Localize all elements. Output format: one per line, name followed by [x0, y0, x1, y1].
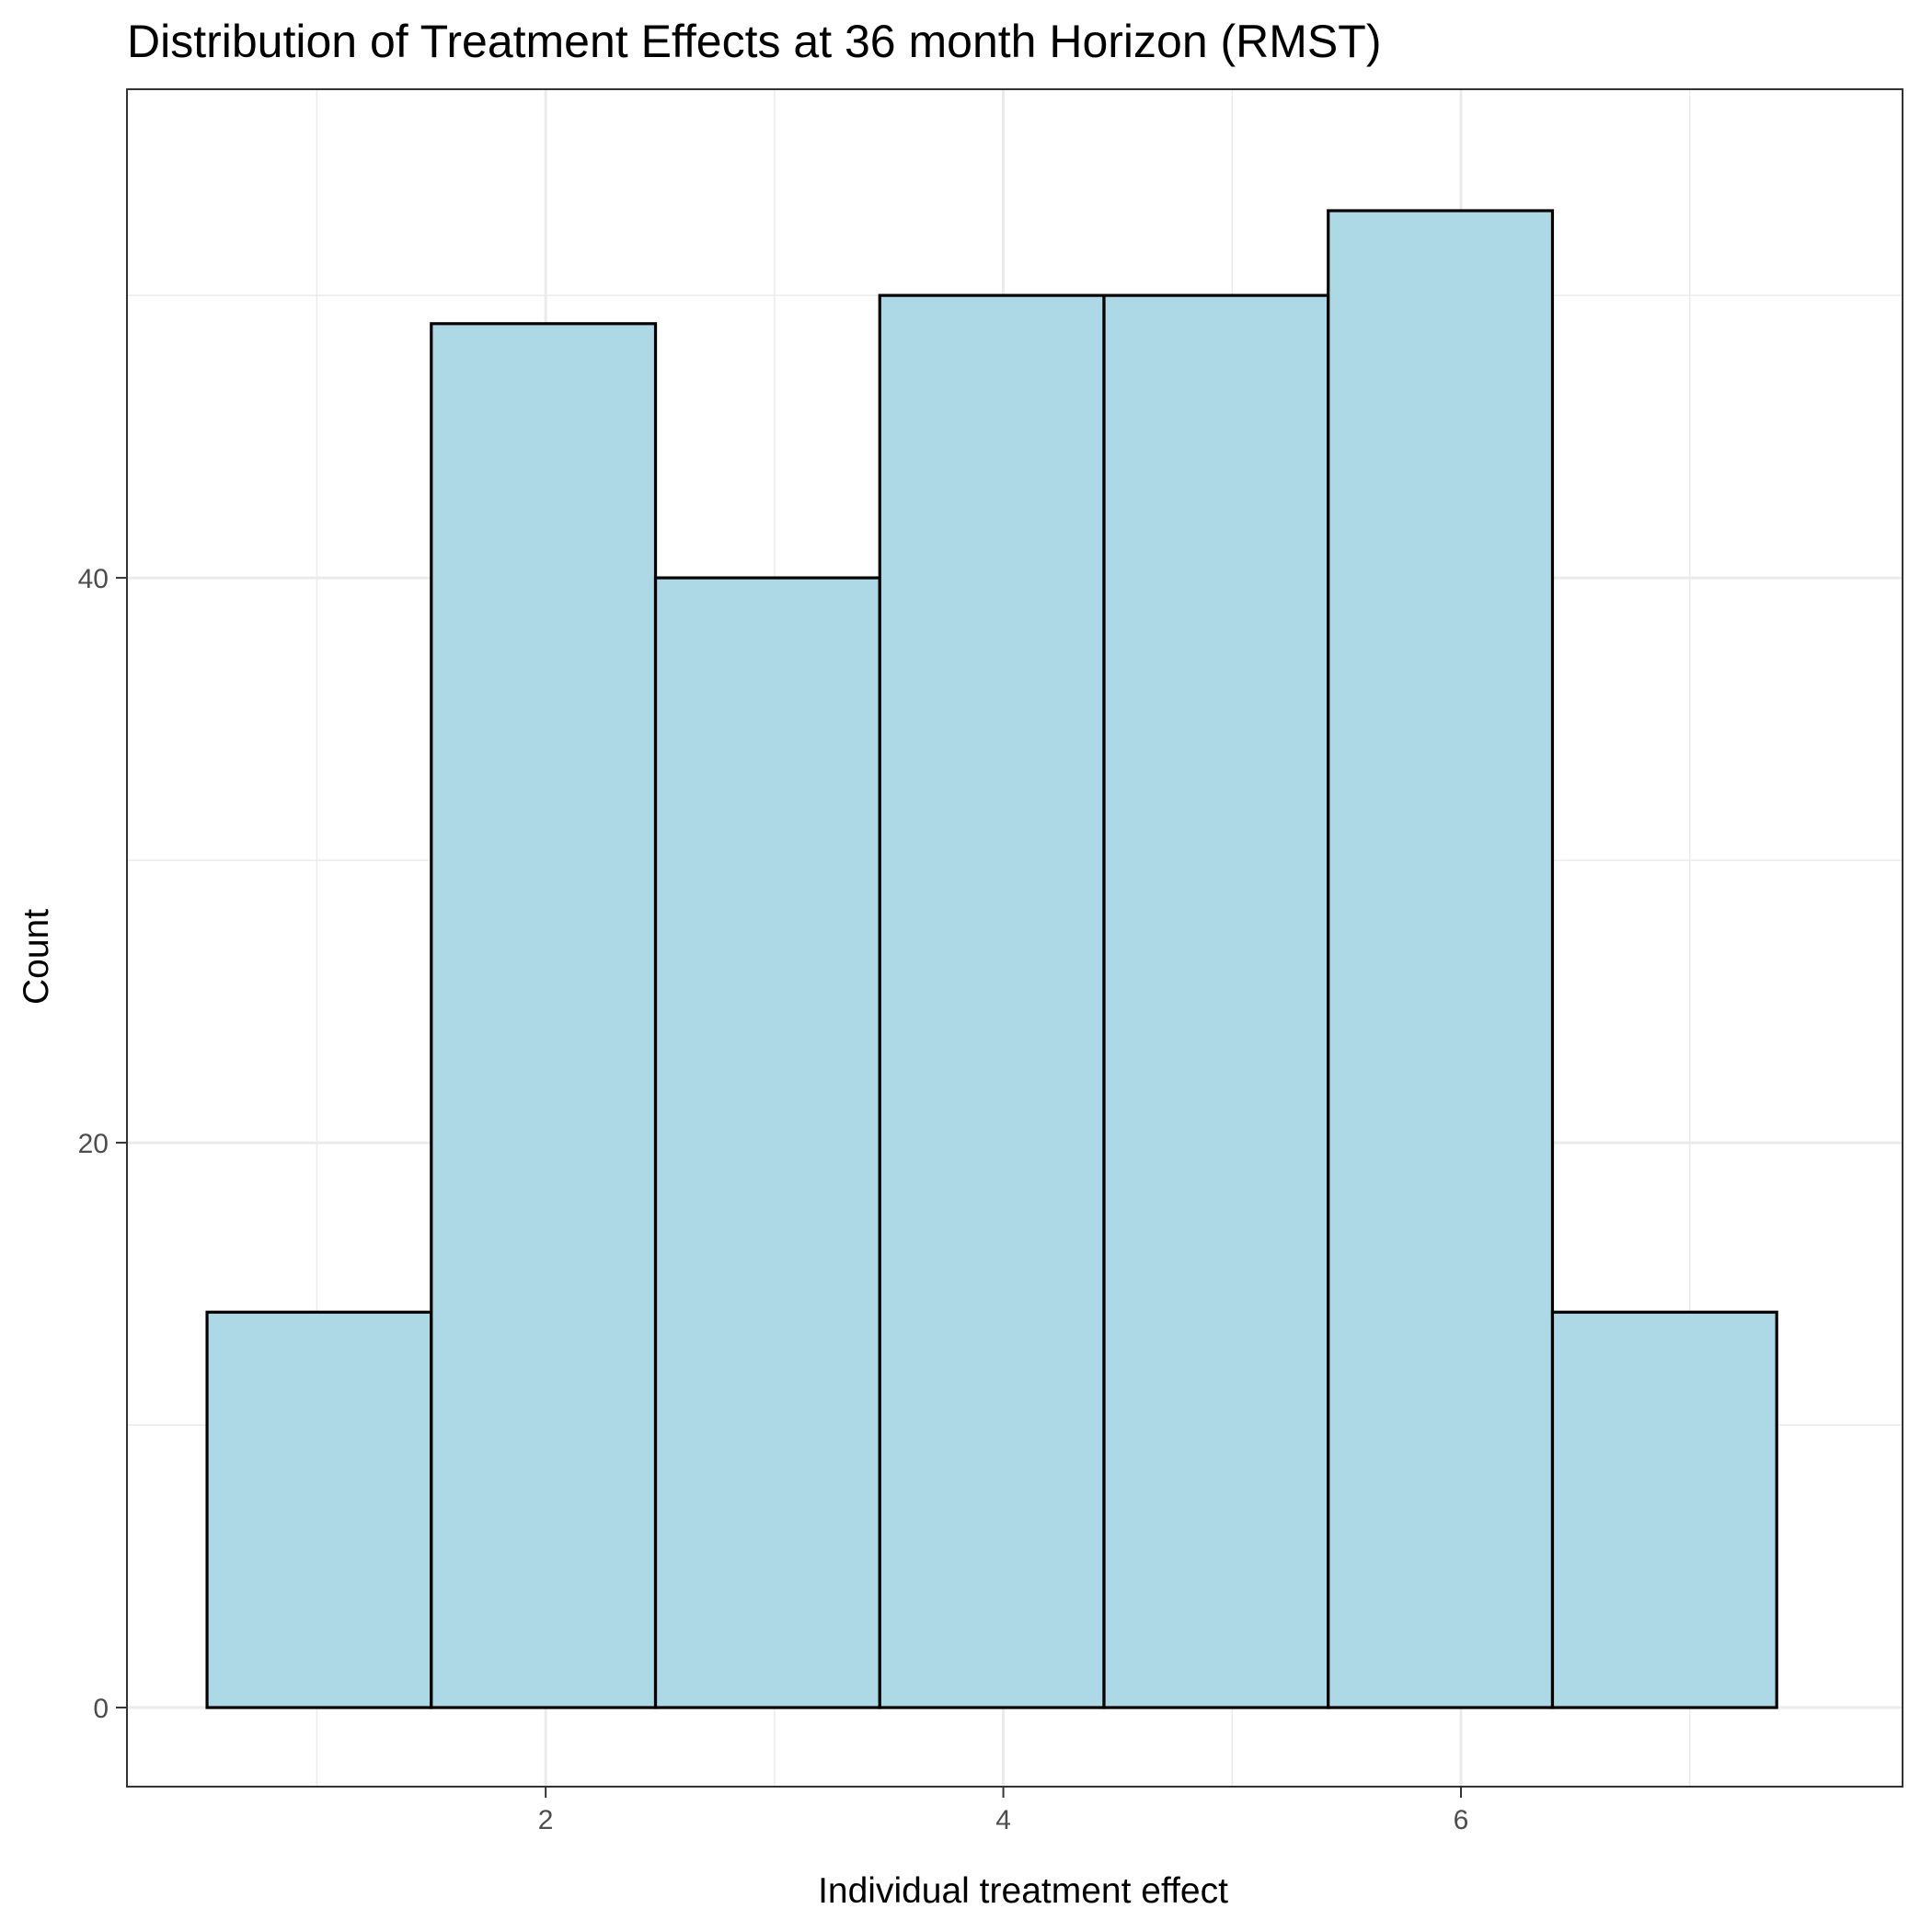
histogram-bar [1327, 209, 1555, 1709]
x-axis: 2 4 6 [538, 1787, 1469, 1835]
histogram-bar [205, 1310, 433, 1709]
x-axis-title: Individual treatment effect [818, 1871, 1228, 1911]
chart-title: Distribution of Treatment Effects at 36 … [127, 16, 1381, 67]
histogram-bar [878, 293, 1106, 1709]
panel-border [126, 88, 1903, 1788]
y-axis-title: Count [17, 909, 56, 1005]
x-tick-label: 4 [995, 1805, 1011, 1835]
y-axis: 0 20 40 [78, 564, 127, 1724]
histogram-bar [653, 576, 881, 1709]
y-tick-label: 20 [78, 1129, 109, 1159]
x-tick-label: 6 [1454, 1805, 1469, 1835]
histogram-bars [205, 209, 1778, 1709]
x-tick-label: 2 [538, 1805, 554, 1835]
histogram-bar [1102, 293, 1330, 1709]
histogram-bar [430, 322, 658, 1709]
y-tick-label: 40 [78, 564, 109, 594]
y-tick-label: 0 [93, 1694, 109, 1724]
histogram-bar [1550, 1310, 1778, 1709]
